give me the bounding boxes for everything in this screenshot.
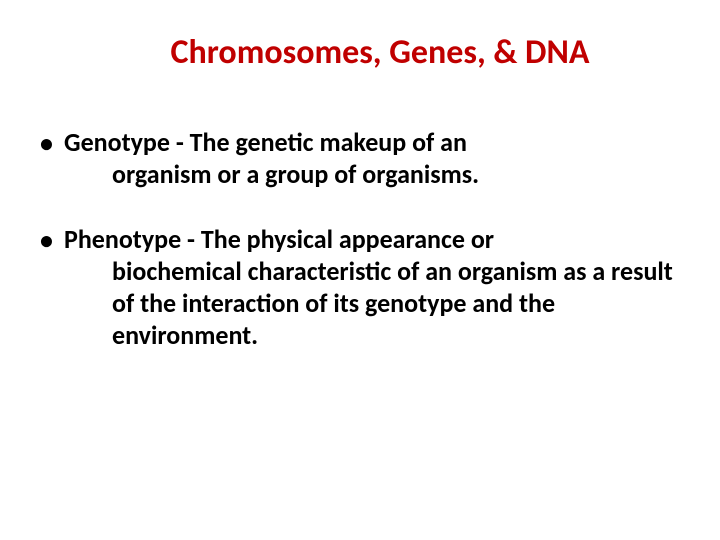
bullet-first-line: Phenotype - The physical appearance or xyxy=(64,224,680,256)
bullet-first-line: Genotype - The genetic makeup of an xyxy=(64,127,680,159)
bullet-continuation: biochemical characteristic of an organis… xyxy=(64,256,680,351)
slide-container: Chromosomes, Genes, & DNA • Genotype - T… xyxy=(0,0,720,540)
slide-title: Chromosomes, Genes, & DNA xyxy=(40,32,680,73)
bullet-icon: • xyxy=(40,128,53,160)
bullet-icon: • xyxy=(40,225,53,257)
bullet-item: • Genotype - The genetic makeup of an or… xyxy=(40,127,680,190)
bullet-list: • Genotype - The genetic makeup of an or… xyxy=(40,127,680,351)
bullet-item: • Phenotype - The physical appearance or… xyxy=(40,224,680,351)
bullet-continuation: organism or a group of organisms. xyxy=(64,159,680,191)
